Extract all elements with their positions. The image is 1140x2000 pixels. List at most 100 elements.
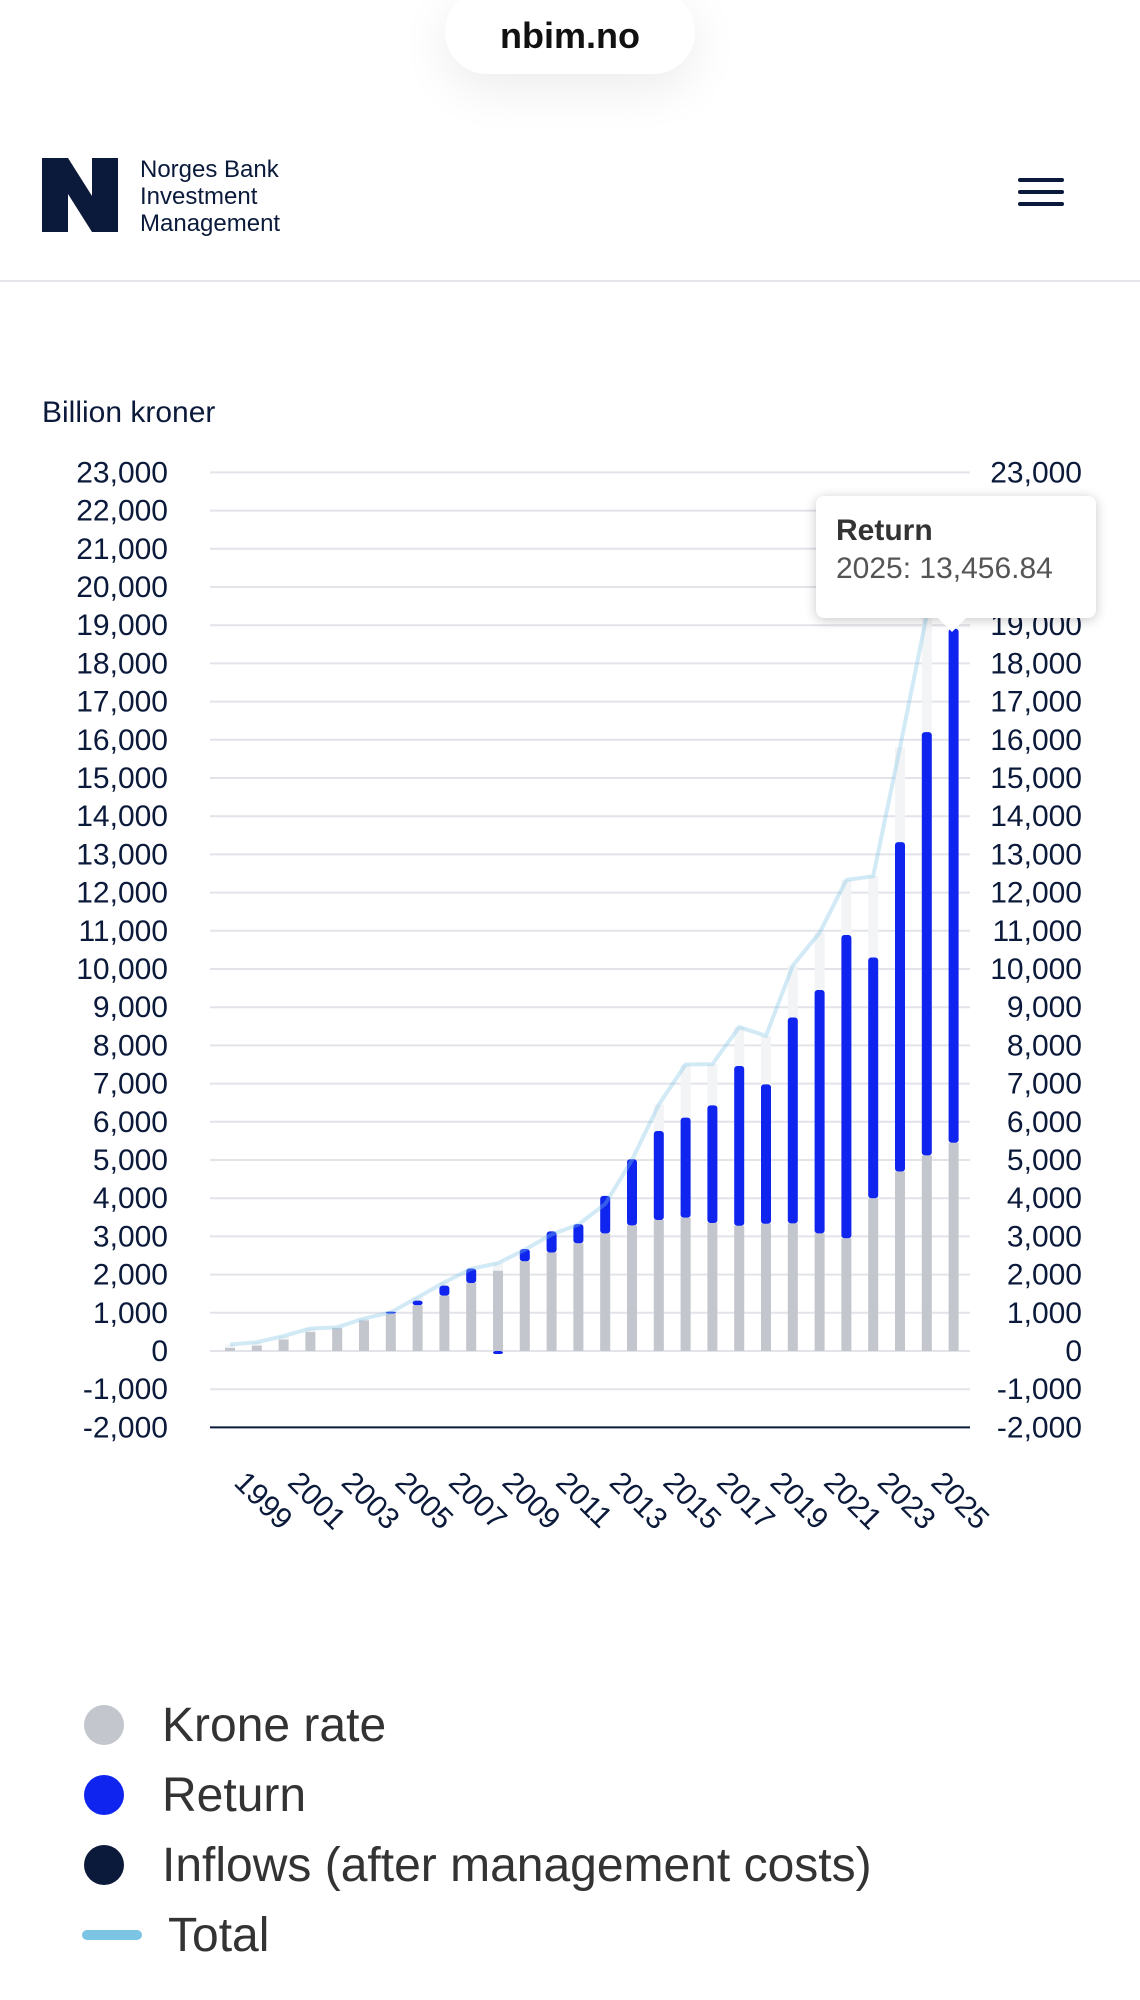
- y-axis-unit-label: Billion kroner: [42, 396, 216, 429]
- x-tick-label: 2015: [657, 1466, 728, 1537]
- x-tick-label: 2001: [281, 1466, 352, 1537]
- x-axis-labels: 1999200120032005200720092011201320152017…: [228, 1466, 995, 1537]
- y-tick-label-left: 7,000: [93, 1068, 168, 1101]
- y-tick-label-left: 10,000: [76, 953, 168, 986]
- y-tick-label-right: 13,000: [990, 838, 1082, 871]
- y-tick-label-left: 4,000: [93, 1182, 168, 1215]
- return-swatch-icon: [84, 1775, 124, 1815]
- y-tick-label-left: 11,000: [78, 915, 168, 948]
- krone-rate-bar: [493, 1270, 503, 1351]
- x-tick-label: 2009: [496, 1466, 567, 1537]
- legend-label: Total: [168, 1908, 270, 1962]
- return-bar: [600, 1195, 611, 1234]
- y-tick-label-left: 17,000: [76, 686, 168, 719]
- x-tick-label: 2025: [925, 1466, 996, 1537]
- y-tick-label-right: 10,000: [990, 953, 1082, 986]
- legend-item-total[interactable]: Total: [82, 1900, 872, 1970]
- y-tick-label-right: 16,000: [990, 724, 1082, 757]
- x-tick-label: 2019: [764, 1466, 835, 1537]
- y-tick-label-right: 23,000: [990, 456, 1082, 489]
- bars: [225, 574, 959, 1355]
- y-tick-label-left: 0: [151, 1335, 168, 1368]
- krone-rate-bar: [225, 1347, 235, 1351]
- y-tick-label-right: 9,000: [1007, 991, 1082, 1024]
- return-bar: [493, 1351, 503, 1355]
- return-bar: [761, 1084, 771, 1224]
- krone-rate-bar: [439, 1295, 450, 1351]
- return-bar: [653, 1130, 664, 1220]
- total-line-swatch-icon: [82, 1930, 142, 1940]
- y-tick-label-right: 3,000: [1007, 1220, 1082, 1253]
- y-tick-label-right: 15,000: [990, 762, 1082, 795]
- logo-text[interactable]: Norges Bank Investment Management: [140, 156, 280, 237]
- y-tick-label-right: 6,000: [1007, 1106, 1082, 1139]
- legend-item-inflows[interactable]: Inflows (after management costs): [84, 1830, 872, 1900]
- krone-rate-bar: [332, 1328, 343, 1351]
- return-bar: [385, 1311, 396, 1314]
- return-bar: [573, 1224, 584, 1244]
- y-tick-label-left: -1,000: [83, 1373, 168, 1406]
- return-bar: [841, 935, 852, 1239]
- legend-item-return[interactable]: Return: [84, 1760, 872, 1830]
- chart-legend: Krone rate Return Inflows (after managem…: [82, 1690, 872, 1970]
- x-tick-label: 2021: [817, 1466, 888, 1537]
- return-bar: [627, 1159, 637, 1226]
- total-background-bar: [225, 1344, 235, 1351]
- y-tick-label-right: 14,000: [990, 800, 1082, 833]
- return-bar: [868, 957, 879, 1199]
- krone-rate-bar: [466, 1283, 477, 1351]
- url-bar[interactable]: nbim.no: [445, 0, 695, 74]
- return-bar: [895, 842, 905, 1172]
- return-bar: [680, 1117, 691, 1218]
- return-bar: [439, 1285, 450, 1296]
- y-tick-label-left: 14,000: [76, 800, 168, 833]
- y-tick-label-left: 15,000: [76, 762, 168, 795]
- krone-rate-bar: [278, 1339, 289, 1351]
- return-bar: [519, 1249, 530, 1262]
- x-tick-label: 2017: [710, 1466, 781, 1537]
- y-tick-label-left: 12,000: [76, 877, 168, 910]
- krone-rate-bar: [895, 1171, 905, 1351]
- y-tick-label-left: 13,000: [76, 838, 168, 871]
- krone-rate-bar: [600, 1233, 611, 1351]
- y-tick-label-right: 12,000: [990, 877, 1082, 910]
- y-tick-label-left: -2,000: [83, 1411, 168, 1444]
- return-bar: [948, 628, 959, 1143]
- krone-rate-bar: [734, 1225, 745, 1351]
- y-tick-label-right: 11,000: [992, 915, 1082, 948]
- legend-item-krone-rate[interactable]: Krone rate: [84, 1690, 872, 1760]
- y-axis-left-labels: 23,000 22,000 21,000 20,000 19,000 18,000 17,0…: [76, 456, 168, 1444]
- krone-rate-bar: [412, 1305, 423, 1351]
- y-tick-label-left: 8,000: [93, 1029, 168, 1062]
- legend-label: Inflows (after management costs): [162, 1838, 872, 1892]
- y-tick-label-right: -2,000: [997, 1411, 1082, 1444]
- hamburger-menu-icon[interactable]: [1018, 178, 1064, 214]
- y-tick-label-left: 3,000: [93, 1220, 168, 1253]
- tooltip-title: Return: [836, 514, 933, 547]
- krone-rate-bar: [761, 1223, 771, 1351]
- krone-rate-bar: [868, 1198, 879, 1351]
- y-tick-label-left: 21,000: [76, 533, 168, 566]
- krone-rate-bar: [251, 1345, 262, 1351]
- krone-rate-bar: [921, 1155, 932, 1351]
- y-tick-label-left: 2,000: [93, 1259, 168, 1292]
- krone-rate-bar: [787, 1223, 798, 1351]
- y-tick-label-right: 0: [1065, 1335, 1082, 1368]
- site-header: Norges Bank Investment Management: [0, 140, 1140, 282]
- y-tick-label-left: 6,000: [93, 1106, 168, 1139]
- krone-rate-bar: [841, 1238, 852, 1351]
- inflows-swatch-icon: [84, 1845, 124, 1885]
- tooltip: Return 2025: 13,456.84: [816, 496, 1096, 632]
- x-tick-label: 2013: [603, 1466, 674, 1537]
- x-tick-label: 2007: [442, 1466, 513, 1537]
- legend-label: Return: [162, 1768, 307, 1822]
- krone-rate-bar: [627, 1225, 637, 1351]
- y-tick-label-right: 2,000: [1007, 1259, 1082, 1292]
- return-bar: [707, 1105, 718, 1224]
- nbim-logo-icon[interactable]: [42, 158, 118, 232]
- krone-rate-bar: [653, 1219, 664, 1351]
- x-tick-label: 2023: [871, 1466, 942, 1537]
- krone-rate-bar: [814, 1233, 825, 1351]
- stacked-bar-chart: 23,000 22,000 21,000 20,000 19,000 18,000 17,0…: [76, 456, 1082, 1537]
- y-tick-label-right: 1,000: [1007, 1297, 1082, 1330]
